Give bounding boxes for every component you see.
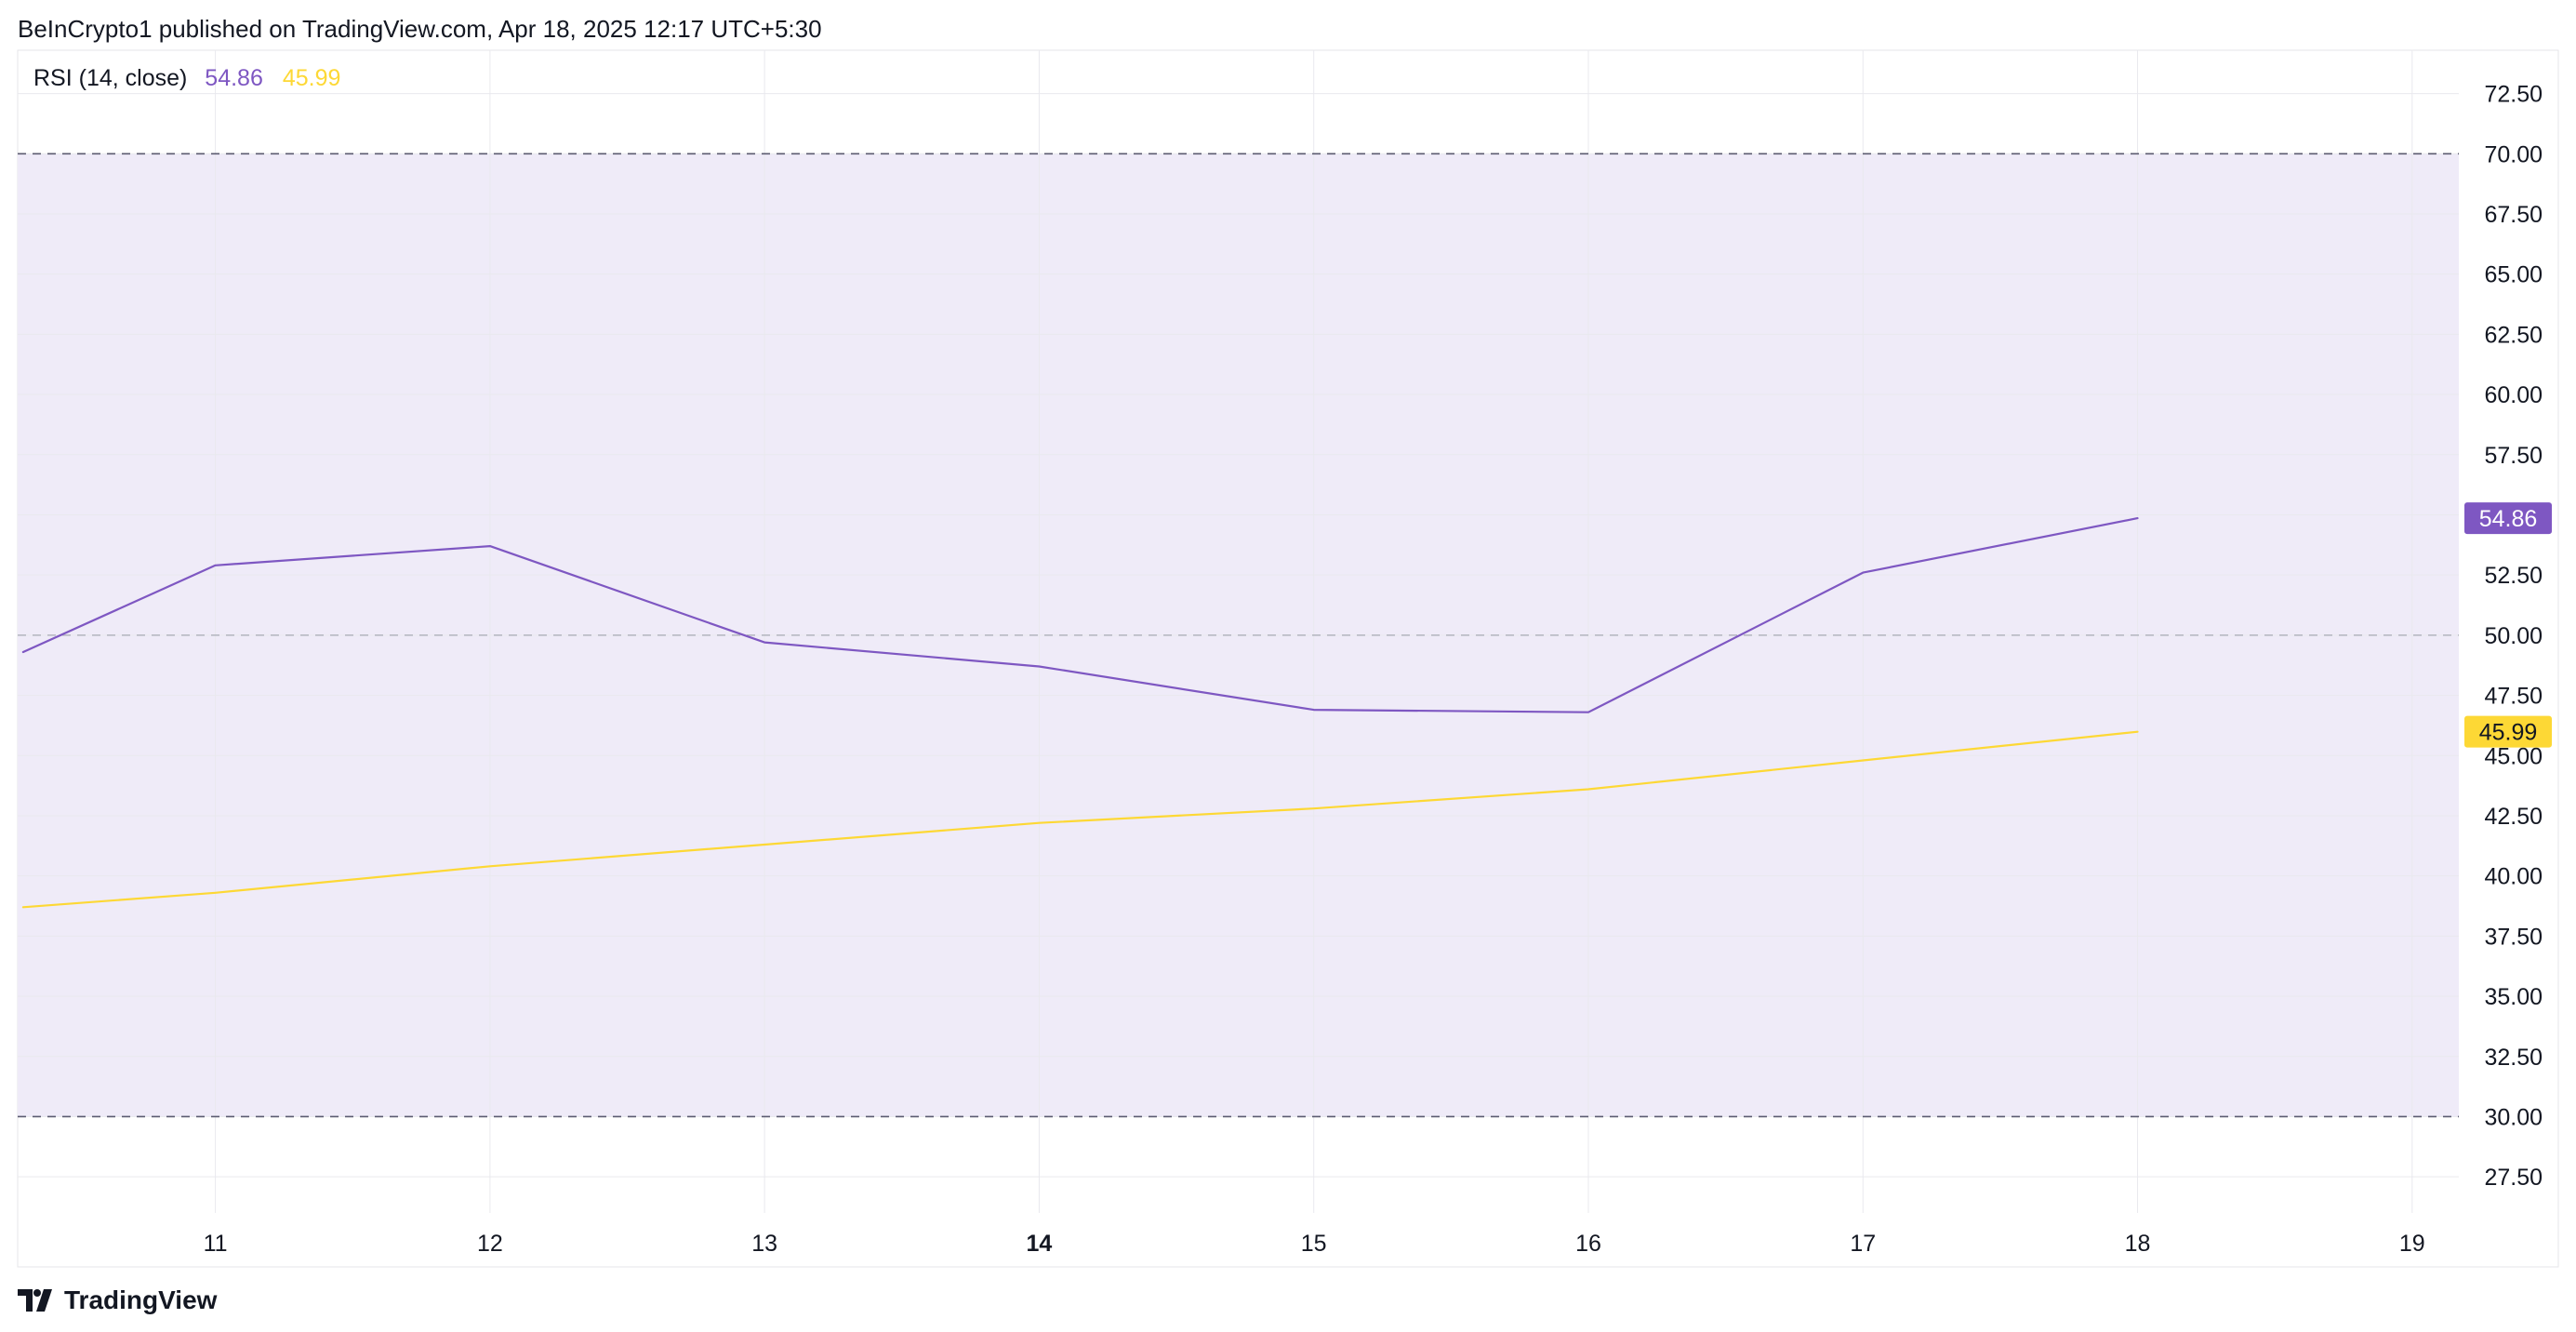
publisher-line: BeInCrypto1 published on TradingView.com…: [18, 15, 822, 43]
last-value-tag-rsi: [2464, 502, 2552, 535]
x-tick-label: 14: [1027, 1231, 1053, 1257]
last-value-label-rsi: 54.86: [2479, 506, 2538, 532]
price-axis[interactable]: 27.50 30.00 32.50 35.00 37.50 40.00 42.50 45.00…: [2484, 82, 2543, 1192]
x-tick-label: 12: [477, 1231, 503, 1257]
y-tick-label: 60.00: [2484, 382, 2543, 408]
x-tick-label: 13: [751, 1231, 777, 1257]
y-tick-label: 72.50: [2484, 82, 2543, 108]
y-tick-label: 27.50: [2484, 1165, 2543, 1191]
legend-indicator-name: RSI (14, close): [33, 65, 188, 91]
legend-ma-value: 45.99: [282, 65, 341, 91]
y-tick-label: 50.00: [2484, 623, 2543, 649]
series-line-ma: [21, 730, 2139, 909]
series-lines: [21, 516, 2139, 909]
y-tick-label: 37.50: [2484, 924, 2543, 950]
y-tick-label: 47.50: [2484, 684, 2543, 710]
indicator-legend[interactable]: RSI (14, close) 54.86 45.99: [33, 62, 340, 94]
legend-rsi-value: 54.86: [205, 65, 263, 91]
x-tick-label: 15: [1301, 1231, 1327, 1257]
y-tick-label: 40.00: [2484, 864, 2543, 890]
series-line-rsi: [21, 516, 2139, 713]
tradingview-logo-icon: [18, 1289, 52, 1312]
x-tick-label: 19: [2399, 1231, 2425, 1257]
y-tick-label: 67.50: [2484, 202, 2543, 228]
x-tick-label: 17: [1850, 1231, 1876, 1257]
y-tick-label: 70.00: [2484, 141, 2543, 167]
time-axis[interactable]: 11 12 13 14 15 16 17 18 19: [204, 1231, 2425, 1257]
y-tick-label: 32.50: [2484, 1045, 2543, 1071]
tradingview-logo-text: TradingView: [64, 1285, 218, 1314]
x-tick-label: 16: [1575, 1231, 1601, 1257]
y-tick-label: 65.00: [2484, 262, 2543, 288]
last-value-tag-ma: [2464, 715, 2552, 748]
y-tick-label: 35.00: [2484, 984, 2543, 1010]
x-tick-label: 11: [204, 1231, 228, 1257]
y-tick-label: 45.00: [2484, 743, 2543, 769]
level-lines: [18, 153, 2459, 1118]
y-tick-label: 42.50: [2484, 804, 2543, 830]
x-tick-label: 18: [2125, 1231, 2151, 1257]
y-tick-label: 62.50: [2484, 322, 2543, 348]
last-value-label-ma: 45.99: [2479, 720, 2538, 746]
y-tick-label: 57.50: [2484, 443, 2543, 469]
tradingview-logo[interactable]: TradingView: [18, 1282, 217, 1319]
y-tick-label: 52.50: [2484, 563, 2543, 589]
y-tick-label: 30.00: [2484, 1104, 2543, 1130]
last-value-labels: 54.86 45.99: [2464, 502, 2552, 748]
